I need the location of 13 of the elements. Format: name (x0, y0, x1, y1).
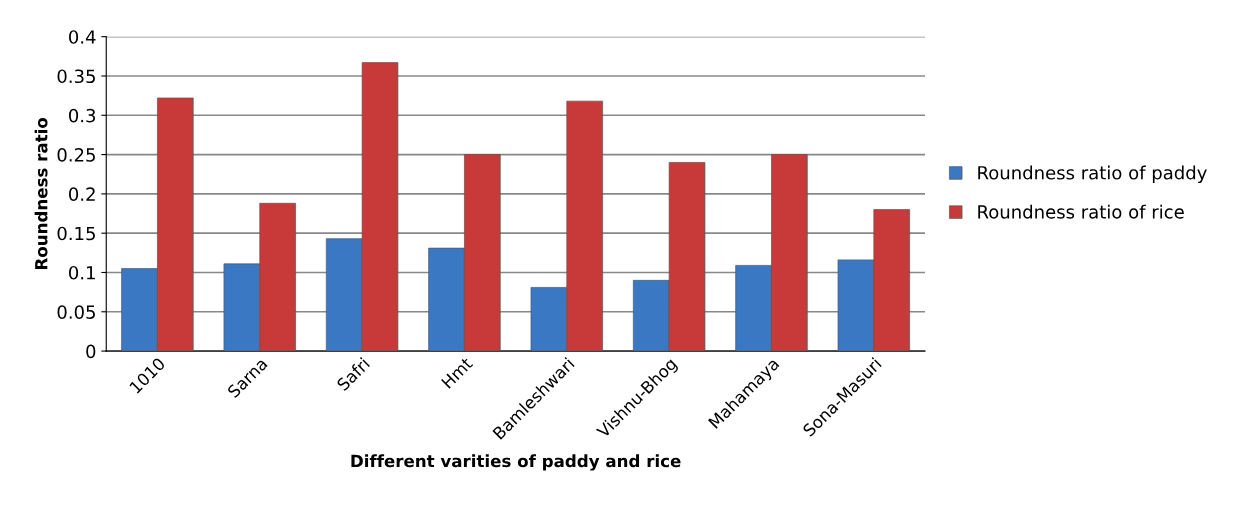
x-axis-title: Different varities of paddy and rice (351, 454, 681, 471)
y-tick-label: 0 (86, 344, 96, 359)
y-tick-label: 0.05 (57, 305, 95, 319)
y-tick-label: 0.4 (69, 30, 96, 44)
y-tick-label: 0.1 (69, 265, 95, 280)
legend-label: Roundness ratio of rice (978, 204, 1184, 219)
y-axis-title: Roundness ratio (34, 117, 48, 270)
y-tick-label: 0.15 (57, 226, 95, 241)
y-tick-label: 0.3 (69, 108, 96, 123)
legend-label: Roundness ratio of paddy (978, 165, 1207, 184)
y-tick-label: 0.25 (57, 148, 95, 162)
y-tick-label: 0.35 (57, 69, 95, 84)
y-tick-label: 0.2 (69, 187, 95, 201)
